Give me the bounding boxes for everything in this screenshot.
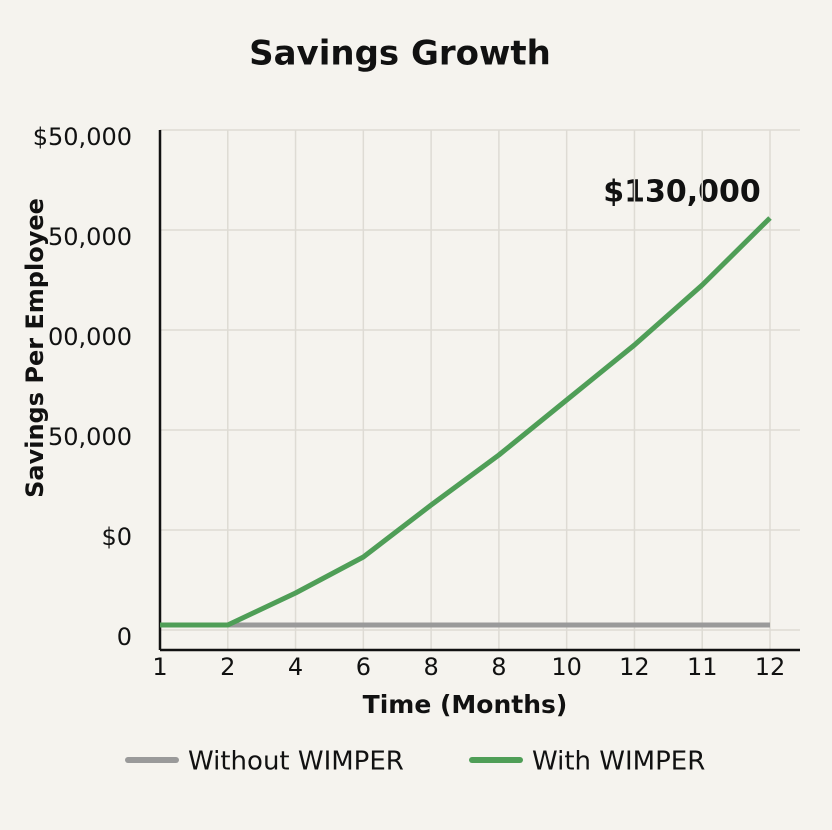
y-tick-label: 50,000 <box>48 423 132 451</box>
line-series <box>160 216 772 628</box>
y-axis-label: Savings Per Employee <box>21 198 49 498</box>
legend-label: With WIMPER <box>532 747 705 777</box>
y-tick-label: $0 <box>101 523 132 551</box>
x-tick-label: 11 <box>687 653 718 681</box>
y-tick-label: 0 <box>117 623 132 651</box>
x-tick-label: 4 <box>288 653 303 681</box>
y-tick-label: $50,000 <box>33 123 132 151</box>
x-tick-label: 2 <box>220 653 235 681</box>
chart-title: Savings Growth <box>249 34 551 74</box>
annotation: $130,000 <box>603 175 761 210</box>
y-tick-label: 00,000 <box>48 323 132 351</box>
x-tick-label: 12 <box>755 653 786 681</box>
x-axis-label: Time (Months) <box>363 690 568 719</box>
x-tick-label: 10 <box>551 653 582 681</box>
x-tick-label: 1 <box>152 653 167 681</box>
x-tick-label: 12 <box>619 653 650 681</box>
x-tick-label: 8 <box>423 653 438 681</box>
y-tick-label: 50,000 <box>48 223 132 251</box>
legend-label: Without WIMPER <box>188 747 404 777</box>
x-tick-label: 8 <box>491 653 506 681</box>
x-tick-label: 6 <box>356 653 371 681</box>
